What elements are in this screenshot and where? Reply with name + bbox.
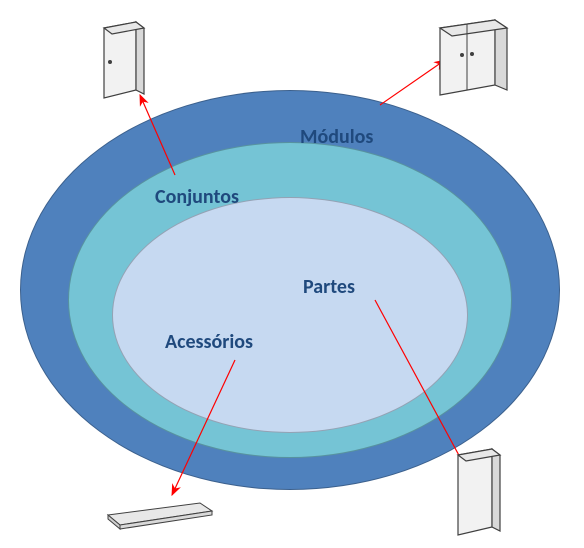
label-conjuntos: Conjuntos <box>155 185 239 209</box>
label-acessorios: Acessórios <box>165 330 253 354</box>
door-icon <box>98 18 150 103</box>
ring-inner <box>112 197 468 433</box>
cabinet-icon <box>425 10 515 100</box>
label-partes: Partes <box>303 275 355 299</box>
label-modulos: Módulos <box>300 125 373 149</box>
panel-icon <box>450 445 505 540</box>
handle-icon <box>100 495 220 530</box>
